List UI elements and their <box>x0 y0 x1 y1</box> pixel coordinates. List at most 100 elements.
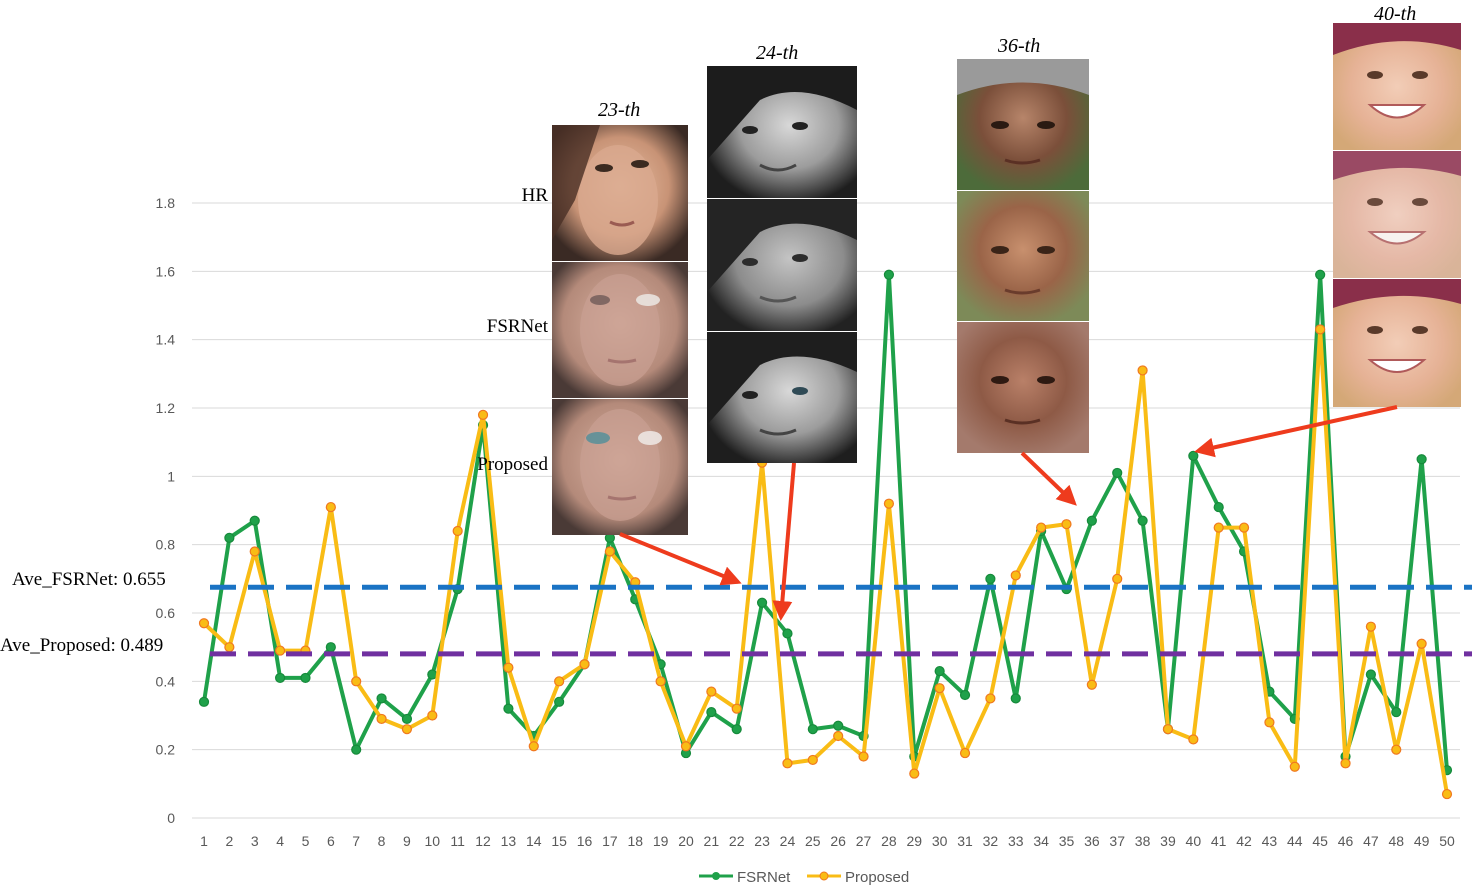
x-tick-label: 36 <box>1084 833 1100 849</box>
x-tick-label: 9 <box>403 833 411 849</box>
data-point-proposed <box>934 683 945 694</box>
x-tick-label: 26 <box>830 833 846 849</box>
data-point-proposed <box>401 724 413 735</box>
y-axis-ticks: 0 0.2 0.4 0.6 0.8 1 1.2 1.4 1.6 1.8 <box>156 195 176 826</box>
legend: FSRNet Proposed <box>699 869 909 886</box>
x-tick-label: 50 <box>1439 833 1455 849</box>
data-point-fsrnet <box>351 744 362 755</box>
y-tick-label: 0 <box>167 810 175 826</box>
x-tick-label: 13 <box>501 833 517 849</box>
x-tick-label: 41 <box>1211 833 1227 849</box>
x-tick-label: 23 <box>754 833 770 849</box>
x-tick-label: 17 <box>602 833 618 849</box>
x-tick-label: 39 <box>1160 833 1176 849</box>
face-strip-40: 40-th <box>1333 3 1461 407</box>
data-point-fsrnet <box>249 515 260 526</box>
x-tick-label: 28 <box>881 833 897 849</box>
arrow-36 <box>1020 451 1077 506</box>
data-point-proposed <box>325 501 336 513</box>
face-strip-36: 36-th <box>957 35 1089 453</box>
x-tick-label: 43 <box>1262 833 1278 849</box>
x-tick-label: 32 <box>983 833 999 849</box>
y-tick-label: 0.2 <box>156 742 176 758</box>
ave-proposed-label: Ave_Proposed: 0.489 <box>0 635 163 656</box>
data-point-proposed <box>883 498 895 509</box>
data-point-fsrnet <box>1391 706 1402 718</box>
data-point-proposed <box>706 686 717 697</box>
data-point-fsrnet <box>883 269 895 280</box>
x-tick-label: 2 <box>225 833 233 849</box>
x-tick-label: 5 <box>302 833 310 849</box>
data-point-fsrnet <box>959 689 971 701</box>
x-tick-label: 8 <box>378 833 386 849</box>
data-point-fsrnet <box>985 573 996 584</box>
x-tick-label: 29 <box>906 833 922 849</box>
series-line-fsrnet <box>202 272 1449 771</box>
x-tick-label: 40 <box>1186 833 1202 849</box>
x-axis-ticks: 1 2 3 4 5 6 7 8 9 10 11 12 13 14 15 16 17 18 19 20 21 22 23 24 2… <box>200 833 1455 849</box>
data-point-proposed <box>655 676 666 687</box>
ordinal-label-40: 40-th <box>1374 3 1416 25</box>
data-point-fsrnet <box>1365 669 1376 680</box>
data-point-proposed <box>604 546 615 557</box>
data-point-fsrnet <box>1416 454 1427 465</box>
data-point-proposed <box>528 741 539 752</box>
x-tick-label: 6 <box>327 833 335 849</box>
data-point-fsrnet <box>1086 515 1097 526</box>
x-tick-label: 10 <box>425 833 441 849</box>
data-point-proposed <box>1238 522 1250 533</box>
data-point-fsrnet <box>756 597 768 608</box>
x-tick-label: 31 <box>957 833 973 849</box>
data-point-proposed <box>1137 365 1148 376</box>
y-tick-label: 1 <box>167 468 175 484</box>
data-point-proposed <box>1010 570 1021 581</box>
x-tick-label: 15 <box>551 833 567 849</box>
y-tick-label: 1.8 <box>156 195 176 211</box>
data-point-fsrnet <box>1315 269 1326 280</box>
data-point-proposed <box>224 642 235 653</box>
row-label-hr: HR <box>522 185 549 206</box>
face-proposed-36 <box>957 322 1089 453</box>
data-point-fsrnet <box>833 720 844 731</box>
data-point-proposed <box>1213 522 1224 533</box>
data-point-proposed <box>503 662 514 673</box>
x-tick-label: 4 <box>276 833 284 849</box>
x-tick-label: 12 <box>475 833 491 849</box>
data-point-proposed <box>1061 519 1072 530</box>
data-point-fsrnet <box>1112 467 1123 479</box>
data-point-proposed <box>351 676 362 687</box>
data-point-proposed <box>1315 324 1326 335</box>
data-point-proposed <box>1340 758 1351 769</box>
x-tick-label: 11 <box>450 833 465 849</box>
x-tick-label: 49 <box>1414 833 1430 849</box>
x-tick-label: 42 <box>1236 833 1252 849</box>
ordinal-label-36: 36-th <box>997 35 1040 57</box>
data-point-fsrnet <box>706 706 717 718</box>
y-tick-label: 0.4 <box>156 673 176 689</box>
face-strip-24: 24-th <box>707 42 857 463</box>
data-point-fsrnet <box>427 669 438 680</box>
data-point-fsrnet <box>807 724 818 735</box>
data-point-proposed <box>959 747 971 759</box>
annotation-arrows <box>619 405 1398 621</box>
x-tick-label: 24 <box>780 833 796 849</box>
data-point-proposed <box>807 754 818 766</box>
data-point-proposed <box>249 546 260 557</box>
legend-marker-proposed <box>819 871 829 881</box>
data-point-proposed <box>198 618 210 629</box>
x-tick-label: 46 <box>1338 833 1354 849</box>
x-tick-label: 48 <box>1388 833 1404 849</box>
data-point-fsrnet <box>1010 693 1021 704</box>
data-point-proposed <box>1391 744 1402 755</box>
data-point-fsrnet <box>325 642 336 653</box>
data-point-proposed <box>833 730 844 742</box>
x-tick-label: 44 <box>1287 833 1303 849</box>
row-label-proposed: Proposed <box>477 454 548 475</box>
y-tick-label: 1.2 <box>156 400 176 416</box>
data-point-proposed <box>680 741 692 752</box>
data-point-proposed <box>1086 679 1097 690</box>
x-tick-label: 35 <box>1059 833 1075 849</box>
data-point-proposed <box>1264 717 1275 728</box>
face-fsrnet-36 <box>957 191 1089 321</box>
